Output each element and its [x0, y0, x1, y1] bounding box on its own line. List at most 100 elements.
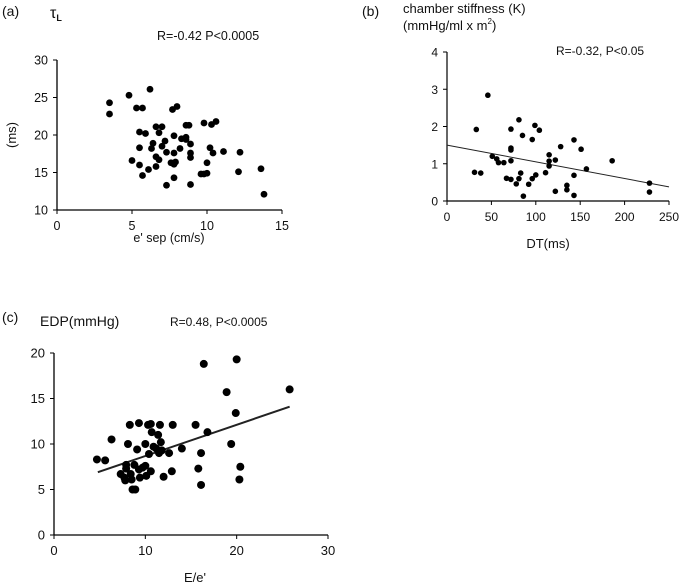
x-tick-label: 15: [275, 219, 289, 233]
panel-b-units-sup: 2: [488, 17, 493, 26]
data-point: [121, 476, 130, 485]
data-point: [203, 169, 211, 177]
data-point: [127, 475, 136, 484]
data-point: [477, 170, 484, 176]
panel-c-points: [92, 355, 294, 494]
panel-b-units-main: (mmHg/ml x m: [403, 18, 488, 33]
panel-a-title-sub: L: [56, 13, 62, 23]
y-tick-label: 25: [34, 91, 48, 105]
data-point: [135, 473, 144, 482]
data-point: [131, 485, 140, 494]
data-point: [209, 149, 217, 157]
data-point: [235, 475, 244, 484]
data-point: [128, 157, 136, 164]
data-point: [564, 182, 570, 189]
data-point: [167, 467, 176, 476]
x-tick-label: 20: [229, 543, 243, 558]
panel-b-axes: 0 50 100 150 200 250 0 1 2 3 4: [431, 46, 679, 225]
panel-a-y-axis-label: (ms): [4, 122, 19, 148]
data-point: [557, 143, 564, 150]
data-point: [170, 174, 178, 182]
data-point: [156, 438, 165, 447]
data-point: [203, 428, 212, 437]
regression-line: [446, 144, 670, 188]
data-point: [508, 147, 514, 153]
x-tick-label: 100: [526, 210, 546, 224]
data-point: [191, 420, 200, 429]
y-tick-label: 5: [38, 482, 45, 497]
data-point: [578, 146, 584, 153]
data-point: [533, 172, 539, 178]
data-point: [552, 157, 559, 163]
y-tick-label: 4: [431, 46, 438, 60]
y-tick-label: 0: [431, 195, 438, 209]
data-point: [516, 175, 522, 182]
panel-b-x-axis-label: DT(ms): [526, 236, 569, 251]
data-point: [646, 180, 653, 186]
y-tick-label: 0: [38, 528, 45, 543]
y-tick-label: 20: [31, 346, 45, 361]
panel-a-title: τL: [50, 5, 62, 23]
data-point: [489, 153, 496, 160]
data-point: [220, 148, 227, 155]
data-point: [187, 140, 194, 148]
data-point: [136, 144, 143, 152]
data-point: [158, 142, 166, 150]
panel-a-annotation: R=-0.42 P<0.0005: [157, 29, 259, 43]
data-point: [495, 159, 502, 166]
panel-b-units-end: ): [492, 18, 496, 33]
data-point: [231, 409, 240, 418]
x-tick-label: 10: [138, 543, 152, 558]
x-tick-label: 200: [615, 210, 635, 224]
data-point: [473, 126, 480, 133]
data-point: [145, 166, 152, 173]
data-point: [532, 122, 538, 129]
data-point: [122, 464, 131, 473]
data-point: [139, 104, 146, 112]
data-point: [546, 152, 552, 158]
data-point: [236, 148, 244, 156]
x-tick-label: 250: [659, 210, 679, 224]
panel-a-title-main: τ: [50, 5, 57, 22]
data-point: [501, 159, 507, 166]
data-point: [107, 435, 116, 444]
panel-c-axes: 0 10 20 30 0 5 10 15 20: [31, 346, 336, 559]
panel-b-stiffness-vs-dt: (b) chamber stiffness (K) (mmHg/ml x m2)…: [362, 1, 679, 251]
y-tick-label: 2: [431, 120, 438, 134]
data-point: [134, 419, 143, 428]
data-point: [197, 480, 206, 489]
data-point: [508, 176, 514, 183]
data-point: [203, 159, 211, 167]
panel-c-annotation: R=0.48, P<0.0005: [170, 315, 268, 329]
data-point: [158, 123, 166, 131]
data-point: [508, 157, 514, 164]
panel-a-points: [106, 85, 268, 198]
data-point: [212, 118, 220, 125]
x-tick-label: 5: [129, 219, 136, 233]
data-point: [197, 449, 206, 458]
data-point: [125, 420, 134, 429]
panel-c-title: EDP(mmHg): [40, 313, 119, 329]
data-point: [609, 157, 615, 164]
data-point: [517, 170, 524, 176]
panel-b-title-units: (mmHg/ml x m2): [403, 17, 496, 33]
data-point: [200, 119, 208, 127]
data-point: [503, 175, 510, 182]
data-point: [206, 144, 214, 152]
y-tick-label: 15: [34, 166, 48, 180]
data-point: [177, 444, 186, 453]
data-point: [161, 137, 169, 145]
data-point: [155, 420, 164, 429]
data-point: [123, 440, 132, 448]
y-tick-label: 10: [34, 204, 48, 218]
data-point: [513, 181, 520, 187]
panel-a-axes: 0 5 10 15 10 15 20 25 30: [34, 54, 289, 234]
data-point: [508, 126, 514, 132]
data-point: [106, 110, 113, 118]
data-point: [159, 472, 168, 481]
data-point: [101, 456, 110, 465]
data-point: [144, 450, 153, 459]
data-point: [571, 137, 577, 143]
data-point: [170, 132, 178, 140]
